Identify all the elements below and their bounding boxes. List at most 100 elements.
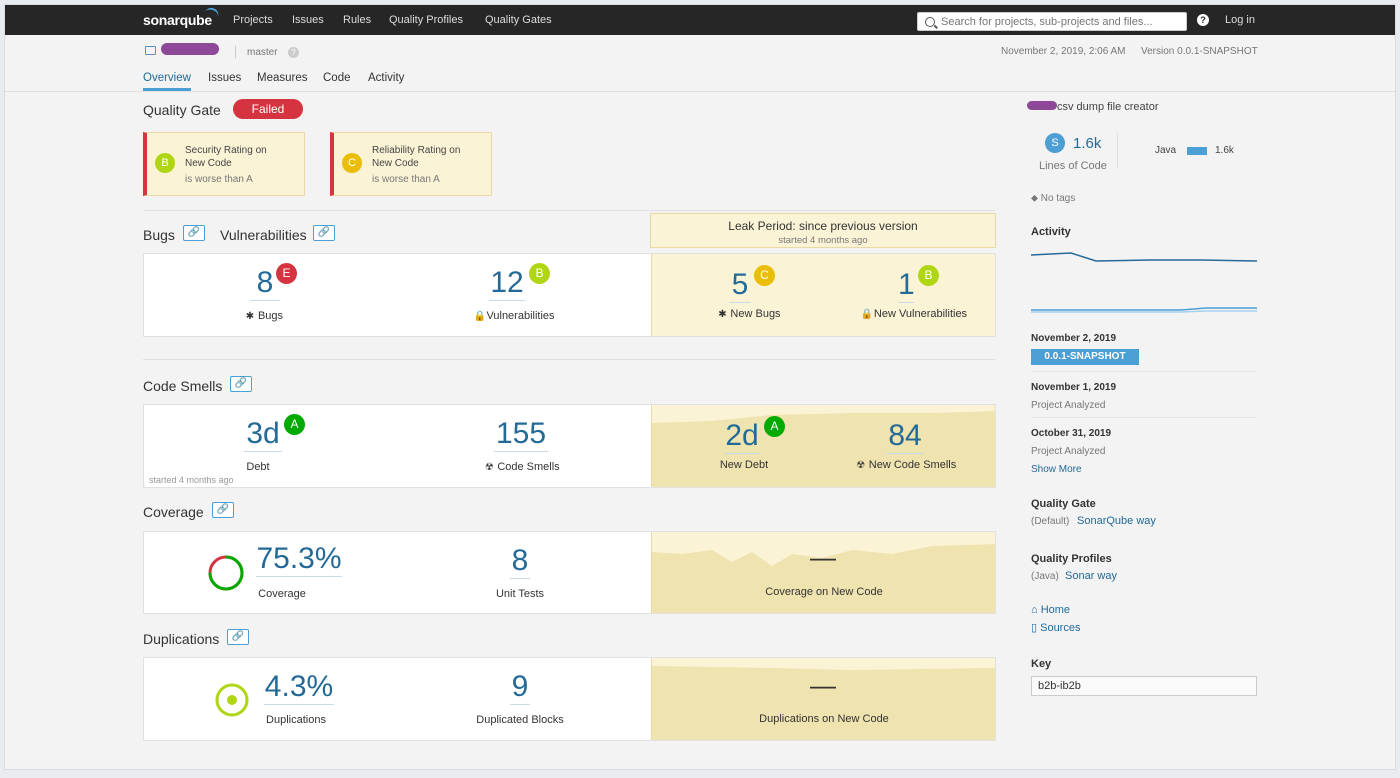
project-icon: [145, 46, 156, 55]
project-name-redacted[interactable]: [161, 43, 219, 55]
event-divider: [1031, 371, 1257, 372]
code-smells-link-icon[interactable]: 🔗: [230, 376, 252, 392]
bugs-link-icon[interactable]: 🔗: [183, 225, 205, 241]
nav-quality-profiles[interactable]: Quality Profiles: [389, 14, 463, 26]
new-debt-value[interactable]: 2d: [724, 419, 760, 454]
leak-period-header: Leak Period: since previous version star…: [650, 213, 996, 248]
leak-area: [651, 405, 995, 487]
new-coverage-value: —: [810, 542, 836, 572]
sources-link[interactable]: ▯ Sources: [1031, 621, 1080, 634]
new-bugs-rating-badge[interactable]: C: [754, 265, 775, 286]
condition-line2: New Code: [185, 158, 232, 169]
home-link[interactable]: ⌂ Home: [1031, 604, 1070, 616]
tab-overview[interactable]: Overview: [143, 72, 191, 84]
new-vulnerabilities-rating-badge[interactable]: B: [918, 265, 939, 286]
login-link[interactable]: Log in: [1225, 14, 1255, 26]
tab-issues[interactable]: Issues: [208, 72, 242, 84]
search-box[interactable]: [917, 12, 1187, 31]
duplications-value[interactable]: 4.3%: [264, 670, 334, 705]
lines-of-code-value[interactable]: 1.6k: [1073, 135, 1102, 152]
duplications-link-icon[interactable]: 🔗: [227, 629, 249, 645]
debt-rating-badge[interactable]: A: [284, 414, 305, 435]
coverage-label: Coverage: [258, 588, 306, 600]
language-loc-value: 1.6k: [1215, 145, 1234, 156]
quality-profiles-title: Quality Profiles: [1031, 553, 1112, 565]
nav-issues[interactable]: Issues: [292, 14, 324, 26]
duplications-panel: 4.3% Duplications 9 Duplicated Blocks — …: [143, 657, 996, 741]
radiation-icon: ☢: [856, 460, 866, 471]
code-smells-label: ☢ Code Smells: [462, 461, 582, 473]
tab-code[interactable]: Code: [323, 72, 351, 84]
search-input[interactable]: [941, 15, 1181, 28]
file-icon: ▯: [1031, 622, 1041, 634]
unit-tests-label: Unit Tests: [495, 588, 545, 600]
quality-profile-link[interactable]: Sonar way: [1065, 570, 1117, 582]
project-description: csv dump file creator: [1057, 101, 1159, 113]
event-text: Project Analyzed: [1031, 446, 1106, 457]
unit-tests-value[interactable]: 8: [510, 544, 530, 579]
qg-condition-reliability[interactable]: C Reliability Rating on New Code is worse…: [330, 132, 492, 196]
project-version: Version 0.0.1-SNAPSHOT: [1141, 46, 1258, 57]
new-code-smells-value[interactable]: 84: [886, 419, 924, 454]
vulnerabilities-value[interactable]: 12: [489, 266, 525, 301]
coverage-panel: 75.3% Coverage 8 Unit Tests — Coverage o…: [143, 531, 996, 614]
activity-title: Activity: [1031, 226, 1071, 238]
new-debt-rating-badge[interactable]: A: [764, 416, 785, 437]
branch-name: master: [247, 47, 278, 58]
show-more-link[interactable]: Show More: [1031, 464, 1082, 475]
new-code-smells-label-text: New Code Smells: [868, 459, 957, 471]
nav-quality-gates[interactable]: Quality Gates: [485, 14, 552, 26]
branch-help-icon[interactable]: ?: [288, 47, 299, 58]
language-name: Java: [1155, 145, 1177, 156]
activity-sparkline: [1031, 252, 1257, 313]
event-text: Project Analyzed: [1031, 400, 1106, 411]
leak-duplications-chart: [652, 666, 995, 740]
event-date: November 2, 2019: [1031, 333, 1117, 344]
key-title: Key: [1031, 658, 1052, 670]
tags[interactable]: ⬥ No tags: [1031, 193, 1075, 204]
duplicated-blocks-value[interactable]: 9: [510, 670, 530, 705]
new-bugs-value[interactable]: 5: [729, 268, 751, 303]
debt-value[interactable]: 3d: [244, 417, 282, 452]
nav-rules[interactable]: Rules: [343, 14, 372, 26]
coverage-link-icon[interactable]: 🔗: [212, 502, 234, 518]
sources-link-text: Sources: [1040, 622, 1081, 634]
code-smells-panel: 3d A Debt started 4 months ago 155 ☢ Code…: [143, 404, 996, 488]
leak-history-chart: [652, 411, 995, 487]
condition-line2: New Code: [372, 158, 419, 169]
help-icon[interactable]: ?: [1197, 14, 1209, 26]
leak-area: [651, 658, 995, 740]
lines-of-code-label: Lines of Code: [1039, 160, 1107, 172]
coverage-value[interactable]: 75.3%: [256, 542, 342, 577]
tab-activity[interactable]: Activity: [368, 72, 405, 84]
vulnerabilities-rating-badge[interactable]: B: [529, 263, 550, 284]
bug-icon: ✱: [718, 309, 727, 320]
code-smells-label-text: Code Smells: [497, 461, 560, 473]
vulnerabilities-link-icon[interactable]: 🔗: [313, 225, 335, 241]
code-smells-value[interactable]: 155: [494, 417, 548, 452]
new-coverage-label: Coverage on New Code: [765, 586, 883, 598]
new-vulnerabilities-value[interactable]: 1: [898, 268, 915, 303]
event-date: November 1, 2019: [1031, 382, 1117, 393]
quality-profile-lang: (Java): [1031, 571, 1059, 582]
quality-gate-default: (Default): [1031, 516, 1070, 527]
nav-projects[interactable]: Projects: [233, 14, 273, 26]
vulnerabilities-label-text: Vulnerabilities: [486, 310, 555, 322]
lock-icon: 🔒: [473, 311, 486, 322]
project-key-field[interactable]: [1031, 676, 1257, 696]
sonarqube-logo[interactable]: sonarqube: [143, 12, 212, 28]
quality-gate-link[interactable]: SonarQube way: [1077, 515, 1156, 527]
top-navbar: sonarqube Projects Issues Rules Quality …: [5, 5, 1395, 35]
loc-divider: [1117, 133, 1118, 169]
search-icon: [925, 16, 935, 27]
condition-line1: Security Rating on: [185, 145, 267, 156]
qg-condition-security[interactable]: B Security Rating on New Code is worse th…: [143, 132, 305, 196]
condition-metric: Security Rating on New Code: [185, 144, 295, 170]
debt-started-note: started 4 months ago: [149, 475, 234, 485]
bugs-rating-badge[interactable]: E: [276, 263, 297, 284]
quality-gate-title: Quality Gate: [143, 102, 221, 118]
radiation-icon: ☢: [484, 462, 494, 473]
bugs-value[interactable]: 8: [250, 266, 280, 301]
leak-area: [651, 254, 995, 336]
tab-measures[interactable]: Measures: [257, 72, 308, 84]
